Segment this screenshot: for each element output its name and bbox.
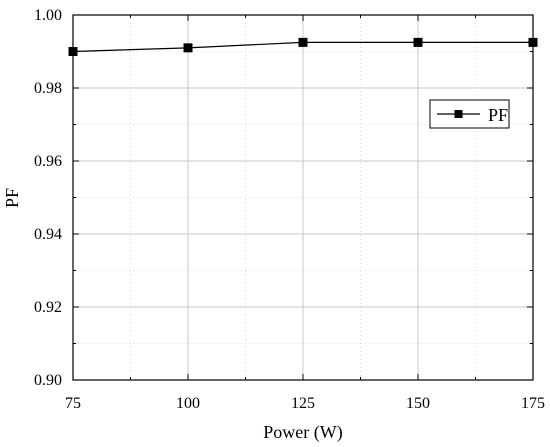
tick-labels: 75 100 125 150 175 0.90 0.92 0.94 0.96 0.98 1.00 bbox=[34, 7, 545, 412]
pf-data-point bbox=[413, 37, 423, 47]
y-tick-label: 0.96 bbox=[34, 153, 62, 170]
legend-marker bbox=[454, 110, 463, 118]
x-tick-label: 150 bbox=[406, 395, 430, 412]
x-tick-label: 175 bbox=[521, 395, 545, 412]
pf-data-point bbox=[298, 37, 308, 47]
x-tick-label: 75 bbox=[65, 395, 81, 412]
y-axis-title: PF bbox=[2, 188, 22, 208]
pf-data-point bbox=[183, 43, 193, 53]
legend-label: PF bbox=[488, 105, 508, 125]
minor-grid bbox=[73, 15, 533, 380]
y-tick-label: 0.90 bbox=[34, 372, 62, 389]
x-tick-label: 125 bbox=[291, 395, 315, 412]
x-tick-label: 100 bbox=[176, 395, 200, 412]
x-axis-title: Power (W) bbox=[263, 422, 342, 443]
legend: PF bbox=[429, 99, 510, 129]
ticks bbox=[72, 14, 534, 381]
y-tick-label: 0.92 bbox=[34, 299, 62, 316]
y-tick-label: 0.98 bbox=[34, 80, 62, 97]
y-tick-label: 0.94 bbox=[34, 226, 62, 243]
y-tick-label: 1.00 bbox=[34, 7, 62, 24]
